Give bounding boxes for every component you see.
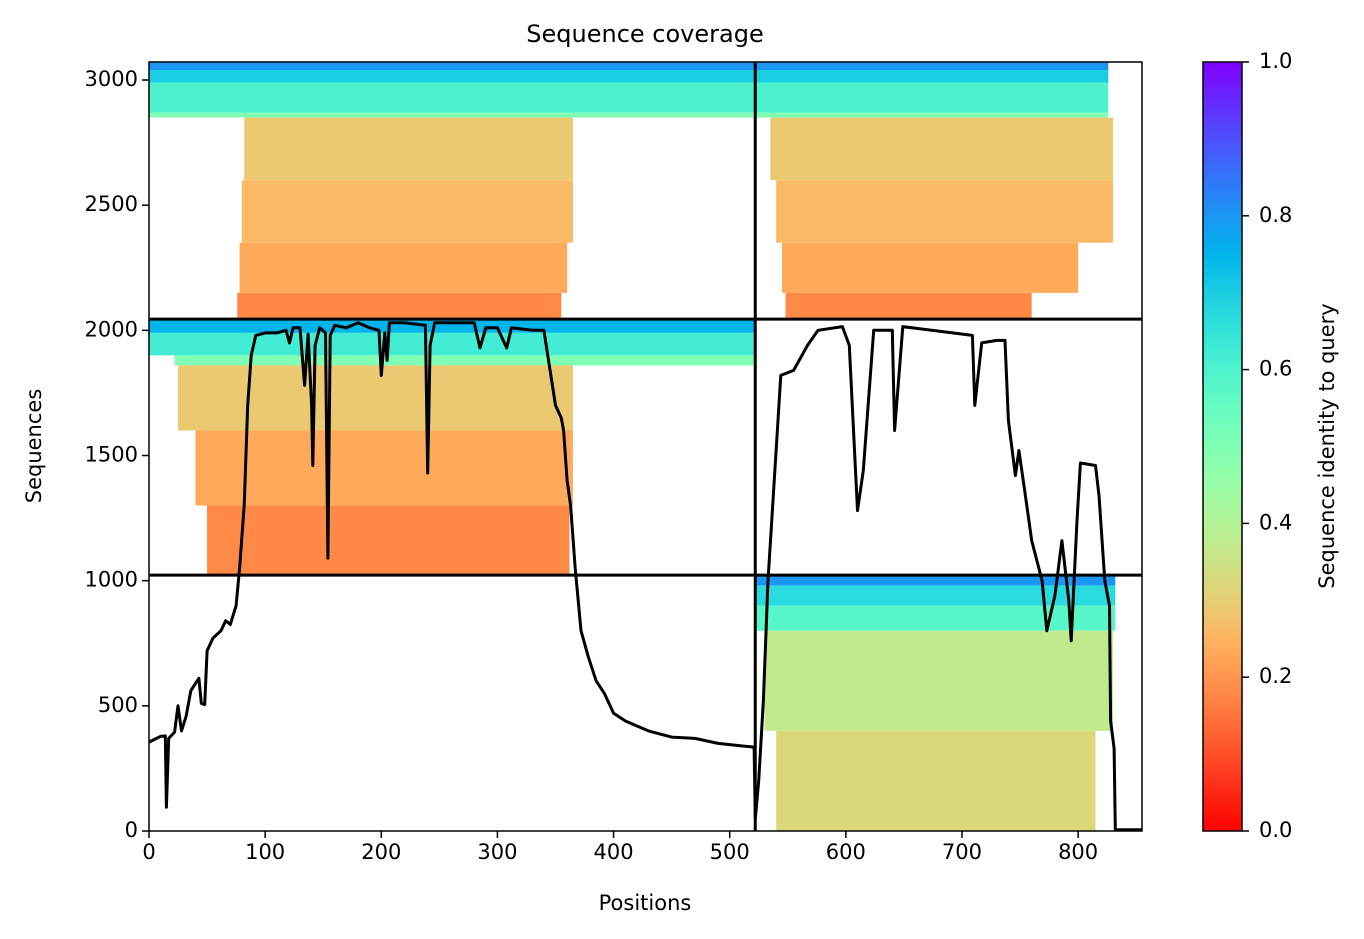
- colorbar: [1202, 61, 1243, 832]
- heatmap-cell: [244, 117, 573, 181]
- heatmap: [149, 62, 1116, 831]
- x-axis-label: Positions: [599, 891, 692, 915]
- heatmap-cell: [195, 430, 573, 506]
- heatmap-cell: [149, 332, 756, 356]
- heatmap-cell: [239, 242, 568, 293]
- heatmap-cell: [785, 292, 1032, 320]
- colorbar-tick-label: 0.4: [1259, 510, 1292, 534]
- y-axis-label: Sequences: [22, 389, 46, 504]
- x-tick-label: 100: [245, 840, 285, 864]
- heatmap-cell: [776, 180, 1113, 243]
- y-tick-label: 1500: [85, 443, 138, 467]
- heatmap-cell: [764, 630, 1113, 731]
- x-tick-label: 700: [942, 840, 982, 864]
- overlay: [149, 62, 1142, 831]
- x-tick-label: 200: [361, 840, 401, 864]
- x-tick-label: 300: [477, 840, 517, 864]
- heatmap-cell: [241, 180, 573, 243]
- y-tick-label: 2000: [85, 317, 138, 341]
- heatmap-cell: [756, 70, 1109, 83]
- heatmap-cell: [149, 70, 756, 83]
- y-tick-label: 0: [125, 818, 138, 842]
- y-tick-label: 500: [98, 693, 138, 717]
- heatmap-cell: [756, 605, 1116, 631]
- x-tick-label: 500: [710, 840, 750, 864]
- x-tick-label: 0: [142, 840, 155, 864]
- heatmap-cell: [776, 730, 1096, 831]
- y-tick-label: 1000: [85, 568, 138, 592]
- x-tick-label: 400: [594, 840, 634, 864]
- heatmap-cell: [237, 292, 562, 320]
- heatmap-cell: [781, 242, 1079, 293]
- coverage-line: [149, 321, 1142, 831]
- heatmap-cell: [756, 575, 1116, 586]
- colorbar-label: Sequence identity to query: [1315, 303, 1339, 588]
- heatmap-cell: [178, 365, 573, 431]
- heatmap-cell: [207, 505, 570, 575]
- colorbar-tick-label: 0.8: [1259, 203, 1292, 227]
- colorbar-tick-label: 0.0: [1259, 818, 1292, 842]
- heatmap-cell: [149, 112, 756, 118]
- colorbar-tick-label: 0.2: [1259, 664, 1292, 688]
- y-tick-label: 2500: [85, 192, 138, 216]
- x-tick-label: 800: [1058, 840, 1098, 864]
- heatmap-cell: [770, 117, 1113, 181]
- heatmap-cell: [149, 319, 756, 333]
- colorbar-tick-label: 0.6: [1259, 357, 1292, 381]
- x-tick-label: 600: [826, 840, 866, 864]
- heatmap-cell: [756, 112, 1109, 118]
- colorbar-tick-label: 1.0: [1259, 49, 1292, 73]
- chart-title: Sequence coverage: [526, 20, 763, 48]
- heatmap-cell: [756, 62, 1109, 71]
- y-tick-label: 3000: [85, 67, 138, 91]
- heatmap-cell: [149, 62, 756, 71]
- heatmap-cell: [149, 82, 756, 113]
- plot-frame: [148, 61, 1143, 832]
- heatmap-cell: [756, 82, 1109, 113]
- heatmap-cell: [174, 355, 756, 366]
- heatmap-cell: [756, 585, 1116, 606]
